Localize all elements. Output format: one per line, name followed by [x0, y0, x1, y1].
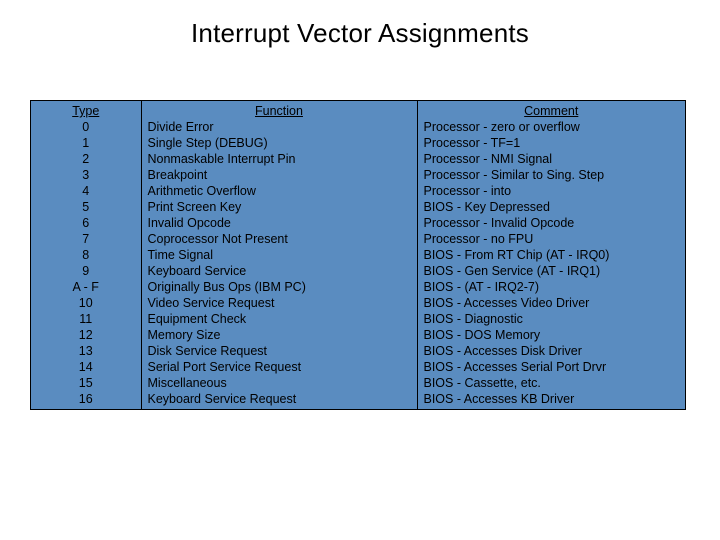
table-row: 0Divide ErrorProcessor - zero or overflo…: [31, 119, 685, 135]
table-row: 12Memory SizeBIOS - DOS Memory: [31, 327, 685, 343]
cell-function: Single Step (DEBUG): [141, 135, 417, 151]
cell-comment: BIOS - Diagnostic: [417, 311, 685, 327]
cell-function: Invalid Opcode: [141, 215, 417, 231]
cell-comment: BIOS - From RT Chip (AT - IRQ0): [417, 247, 685, 263]
cell-type: A - F: [31, 279, 141, 295]
cell-type: 10: [31, 295, 141, 311]
table-row: 15MiscellaneousBIOS - Cassette, etc.: [31, 375, 685, 391]
cell-comment: BIOS - Accesses Disk Driver: [417, 343, 685, 359]
table-row: 4Arithmetic OverflowProcessor - into: [31, 183, 685, 199]
cell-type: 3: [31, 167, 141, 183]
cell-comment: Processor - into: [417, 183, 685, 199]
col-header-type: Type: [31, 101, 141, 119]
cell-type: 6: [31, 215, 141, 231]
cell-comment: BIOS - Accesses KB Driver: [417, 391, 685, 409]
page-title: Interrupt Vector Assignments: [0, 18, 720, 49]
slide: Interrupt Vector Assignments Type Functi…: [0, 0, 720, 540]
table-row: 2Nonmaskable Interrupt PinProcessor - NM…: [31, 151, 685, 167]
table-row: 16Keyboard Service RequestBIOS - Accesse…: [31, 391, 685, 409]
cell-function: Time Signal: [141, 247, 417, 263]
table-header-row: Type Function Comment: [31, 101, 685, 119]
table-row: 10Video Service RequestBIOS - Accesses V…: [31, 295, 685, 311]
cell-type: 14: [31, 359, 141, 375]
col-header-comment: Comment: [417, 101, 685, 119]
cell-function: Nonmaskable Interrupt Pin: [141, 151, 417, 167]
cell-comment: BIOS - Accesses Serial Port Drvr: [417, 359, 685, 375]
table-body: 0Divide ErrorProcessor - zero or overflo…: [31, 119, 685, 409]
cell-comment: Processor - Invalid Opcode: [417, 215, 685, 231]
interrupt-table: Type Function Comment 0Divide ErrorProce…: [31, 101, 685, 409]
table-row: 5Print Screen KeyBIOS - Key Depressed: [31, 199, 685, 215]
cell-type: 7: [31, 231, 141, 247]
cell-type: 12: [31, 327, 141, 343]
cell-function: Miscellaneous: [141, 375, 417, 391]
cell-comment: BIOS - (AT - IRQ2-7): [417, 279, 685, 295]
cell-function: Disk Service Request: [141, 343, 417, 359]
table-row: 6Invalid OpcodeProcessor - Invalid Opcod…: [31, 215, 685, 231]
table-row: 13Disk Service RequestBIOS - Accesses Di…: [31, 343, 685, 359]
cell-type: 0: [31, 119, 141, 135]
cell-type: 2: [31, 151, 141, 167]
table-row: A - FOriginally Bus Ops (IBM PC)BIOS - (…: [31, 279, 685, 295]
cell-comment: Processor - no FPU: [417, 231, 685, 247]
interrupt-table-container: Type Function Comment 0Divide ErrorProce…: [30, 100, 686, 410]
cell-function: Originally Bus Ops (IBM PC): [141, 279, 417, 295]
cell-type: 5: [31, 199, 141, 215]
cell-type: 15: [31, 375, 141, 391]
cell-type: 16: [31, 391, 141, 409]
cell-function: Breakpoint: [141, 167, 417, 183]
cell-function: Coprocessor Not Present: [141, 231, 417, 247]
col-header-function: Function: [141, 101, 417, 119]
cell-function: Equipment Check: [141, 311, 417, 327]
cell-comment: BIOS - Gen Service (AT - IRQ1): [417, 263, 685, 279]
table-row: 1Single Step (DEBUG)Processor - TF=1: [31, 135, 685, 151]
cell-function: Keyboard Service Request: [141, 391, 417, 409]
cell-function: Arithmetic Overflow: [141, 183, 417, 199]
cell-comment: Processor - Similar to Sing. Step: [417, 167, 685, 183]
cell-type: 4: [31, 183, 141, 199]
cell-function: Serial Port Service Request: [141, 359, 417, 375]
cell-function: Print Screen Key: [141, 199, 417, 215]
cell-type: 9: [31, 263, 141, 279]
cell-function: Keyboard Service: [141, 263, 417, 279]
table-row: 9Keyboard ServiceBIOS - Gen Service (AT …: [31, 263, 685, 279]
table-row: 7Coprocessor Not PresentProcessor - no F…: [31, 231, 685, 247]
table-row: 3BreakpointProcessor - Similar to Sing. …: [31, 167, 685, 183]
table-row: 11Equipment CheckBIOS - Diagnostic: [31, 311, 685, 327]
cell-type: 1: [31, 135, 141, 151]
cell-comment: BIOS - DOS Memory: [417, 327, 685, 343]
cell-type: 8: [31, 247, 141, 263]
cell-type: 13: [31, 343, 141, 359]
cell-function: Divide Error: [141, 119, 417, 135]
cell-comment: Processor - NMI Signal: [417, 151, 685, 167]
cell-function: Video Service Request: [141, 295, 417, 311]
cell-comment: Processor - TF=1: [417, 135, 685, 151]
cell-comment: BIOS - Accesses Video Driver: [417, 295, 685, 311]
cell-type: 11: [31, 311, 141, 327]
cell-comment: BIOS - Cassette, etc.: [417, 375, 685, 391]
cell-comment: Processor - zero or overflow: [417, 119, 685, 135]
table-row: 8Time SignalBIOS - From RT Chip (AT - IR…: [31, 247, 685, 263]
table-row: 14Serial Port Service RequestBIOS - Acce…: [31, 359, 685, 375]
cell-function: Memory Size: [141, 327, 417, 343]
cell-comment: BIOS - Key Depressed: [417, 199, 685, 215]
